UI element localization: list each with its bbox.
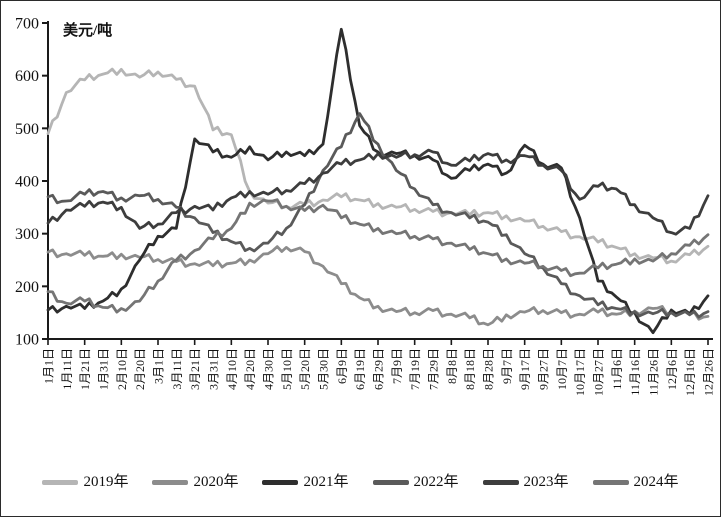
svg-text:8月18日: 8月18日 — [463, 348, 477, 390]
legend-item-2024: 2024年 — [592, 474, 679, 490]
svg-text:3月21日: 3月21日 — [188, 348, 202, 390]
svg-text:12月26日: 12月26日 — [702, 348, 716, 396]
svg-text:7月19日: 7月19日 — [408, 348, 422, 390]
legend-swatch-2022 — [372, 480, 409, 485]
svg-text:11月6日: 11月6日 — [610, 348, 624, 390]
legend-label-2024: 2024年 — [633, 474, 679, 490]
svg-text:10月7日: 10月7日 — [555, 348, 569, 390]
legend-item-2021: 2021年 — [262, 474, 349, 490]
svg-text:9月17日: 9月17日 — [518, 348, 532, 390]
svg-text:2月10日: 2月10日 — [115, 348, 129, 390]
svg-text:4月10日: 4月10日 — [225, 348, 239, 390]
svg-text:1月31日: 1月31日 — [97, 348, 111, 390]
legend-label-2021: 2021年 — [303, 474, 349, 490]
chart-axes — [42, 21, 713, 345]
svg-text:3月31日: 3月31日 — [207, 348, 221, 390]
chart-series-lines — [46, 27, 710, 335]
series-line-2023年 — [46, 148, 710, 236]
legend-label-2022: 2022年 — [413, 474, 459, 490]
legend-item-2019: 2019年 — [42, 475, 128, 490]
svg-text:6月29日: 6月29日 — [372, 348, 386, 390]
svg-text:6月19日: 6月19日 — [353, 348, 367, 390]
price-chart: 美元/吨 100 200 300 400 500 600 700 1月1日 1月11日 1月21… — [15, 16, 716, 397]
legend-swatch-2021 — [262, 480, 299, 485]
legend-item-2020: 2020年 — [152, 475, 238, 490]
svg-text:3月11日: 3月11日 — [170, 348, 184, 390]
svg-text:100: 100 — [15, 332, 39, 349]
svg-text:5月20日: 5月20日 — [298, 348, 312, 390]
legend-swatch-2019 — [42, 480, 79, 485]
svg-text:2月20日: 2月20日 — [133, 348, 147, 390]
series-line-2022年 — [46, 112, 710, 319]
svg-text:6月9日: 6月9日 — [335, 348, 349, 384]
svg-text:3月1日: 3月1日 — [152, 348, 166, 384]
svg-text:4月30日: 4月30日 — [262, 348, 276, 390]
y-axis-tick-labels: 100 200 300 400 500 600 700 — [15, 16, 39, 349]
legend-swatch-2024 — [592, 480, 629, 485]
svg-text:12月6日: 12月6日 — [665, 348, 679, 390]
svg-text:4月20日: 4月20日 — [243, 348, 257, 390]
series-line-2019年 — [46, 67, 710, 265]
svg-text:1月21日: 1月21日 — [78, 348, 92, 390]
svg-text:300: 300 — [15, 226, 39, 243]
legend-label-2023: 2023年 — [523, 474, 569, 490]
legend-item-2022: 2022年 — [372, 474, 459, 490]
legend-label-2019: 2019年 — [83, 474, 129, 490]
legend: 2019年 2020年 2021年 2022年 2023年 2024年 — [9, 475, 712, 490]
svg-text:5月10日: 5月10日 — [280, 348, 294, 390]
legend-item-2023: 2023年 — [482, 474, 569, 490]
y-axis-unit-label: 美元/吨 — [63, 21, 112, 39]
svg-text:11月16日: 11月16日 — [628, 348, 642, 396]
series-line-2020年 — [46, 245, 710, 327]
svg-text:8月8日: 8月8日 — [445, 348, 459, 384]
svg-text:12月16日: 12月16日 — [683, 348, 697, 396]
svg-text:7月29日: 7月29日 — [427, 348, 441, 390]
svg-text:10月27日: 10月27日 — [592, 348, 606, 396]
svg-text:1月1日: 1月1日 — [42, 348, 56, 384]
svg-text:500: 500 — [15, 121, 39, 138]
svg-text:9月27日: 9月27日 — [537, 348, 551, 390]
svg-text:1月11日: 1月11日 — [60, 348, 74, 390]
series-line-2024年 — [46, 198, 710, 314]
legend-label-2020: 2020年 — [193, 474, 239, 490]
svg-text:11月26日: 11月26日 — [647, 348, 661, 396]
svg-text:8月28日: 8月28日 — [482, 348, 496, 390]
svg-text:7月9日: 7月9日 — [390, 348, 404, 384]
svg-text:600: 600 — [15, 68, 39, 85]
svg-text:10月17日: 10月17日 — [573, 348, 587, 396]
svg-text:400: 400 — [15, 174, 39, 191]
legend-swatch-2020 — [152, 480, 189, 485]
svg-text:9月7日: 9月7日 — [500, 348, 514, 384]
svg-text:5月30日: 5月30日 — [317, 348, 331, 390]
svg-text:700: 700 — [15, 16, 39, 33]
legend-swatch-2023 — [482, 480, 519, 485]
x-axis-tick-labels: 1月1日 1月11日 1月21日 1月31日 2月10日 2月20日 3月1日 3月11日 3月… — [42, 348, 716, 396]
series-line-2021年 — [46, 27, 710, 335]
svg-text:200: 200 — [15, 279, 39, 296]
